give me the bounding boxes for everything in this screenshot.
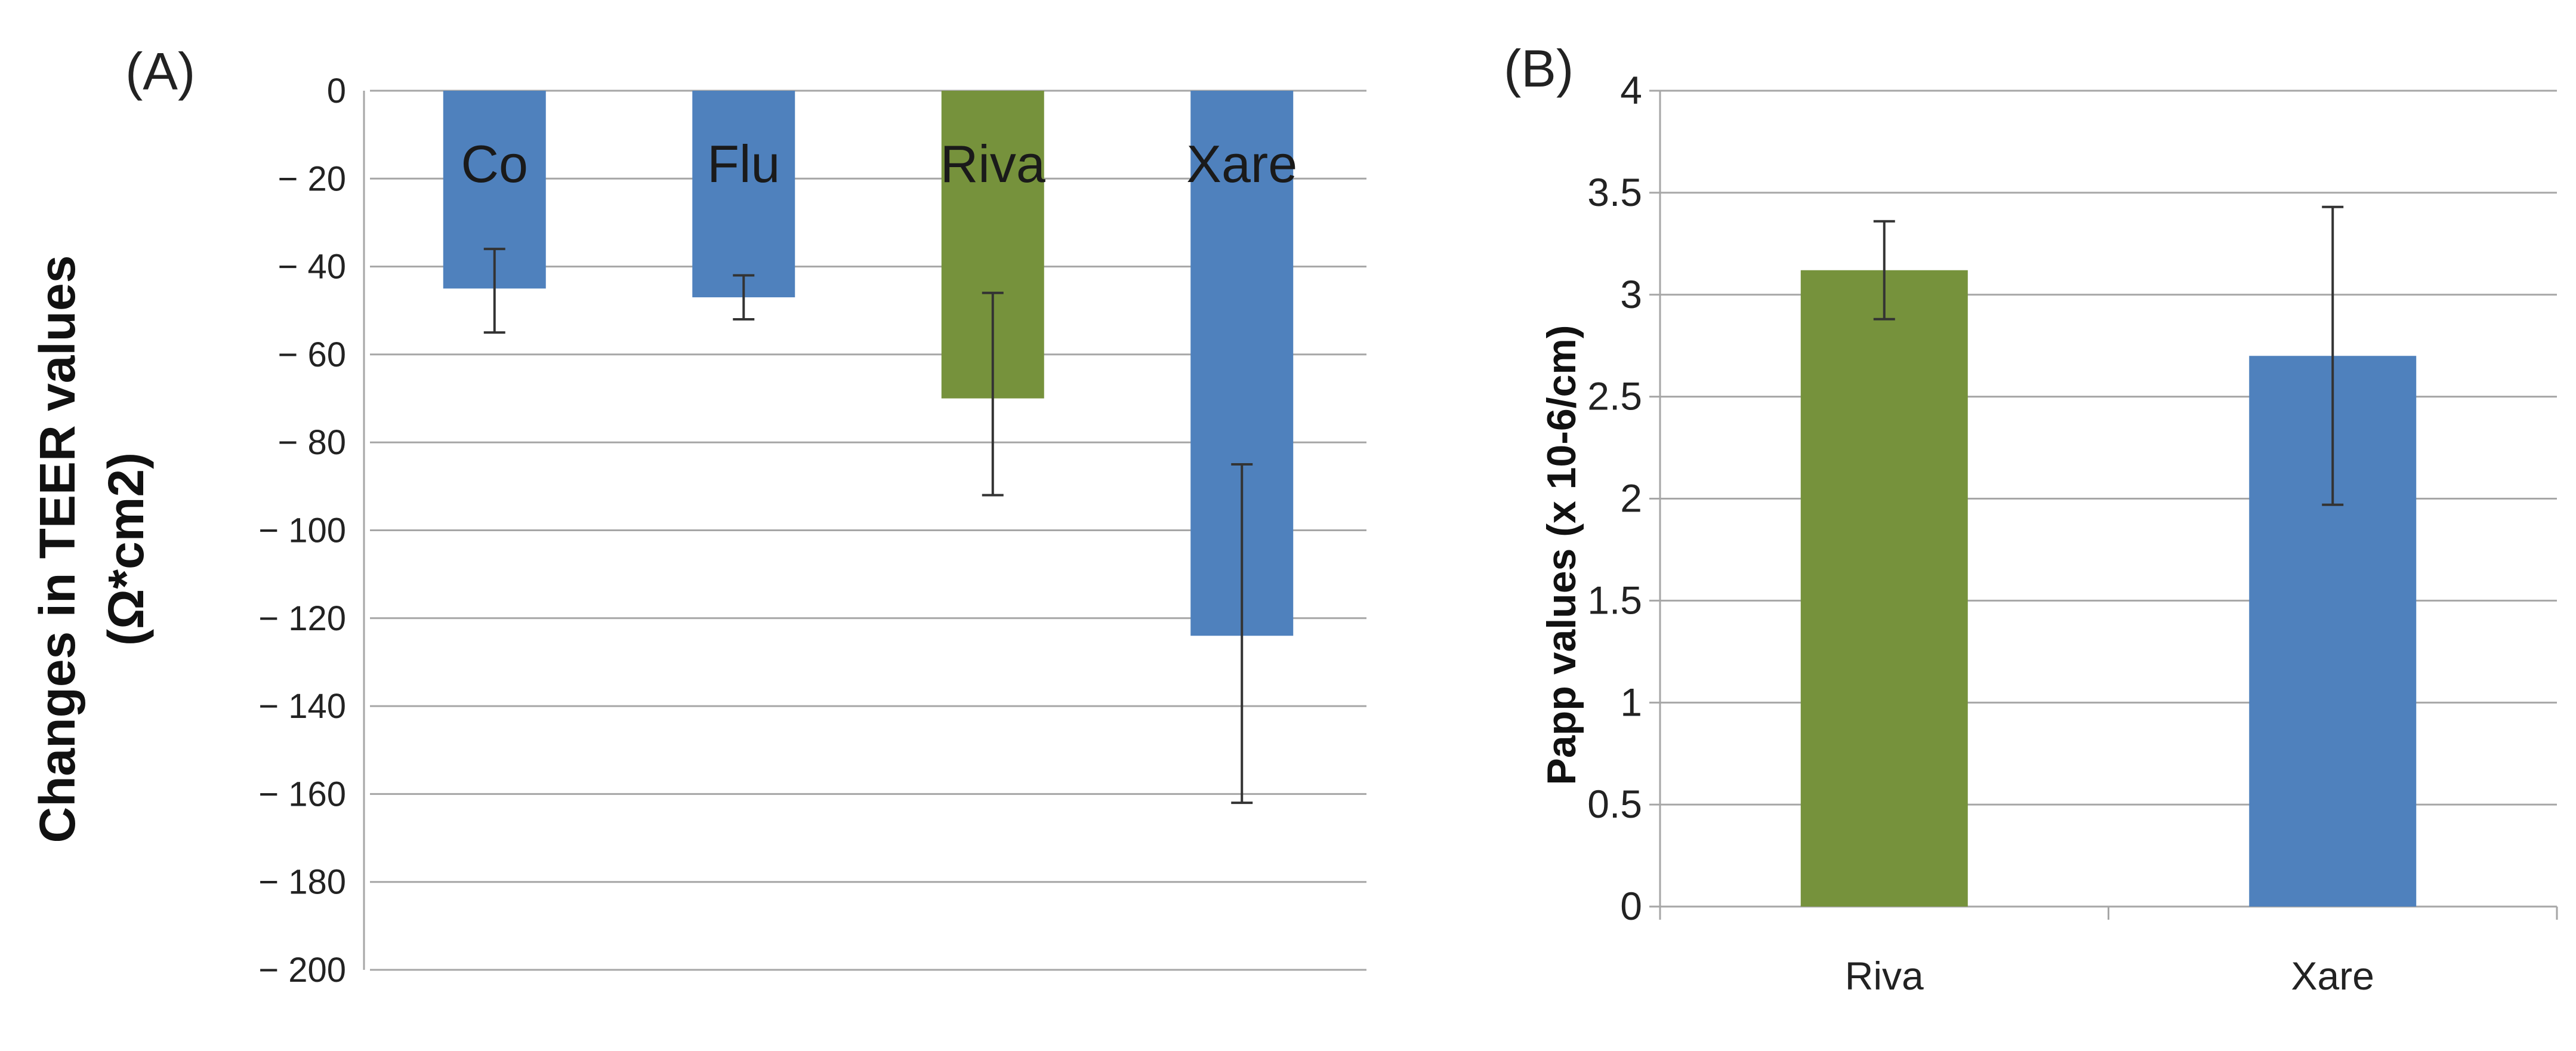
y-tick-label-a: − 40 (278, 248, 347, 286)
y-tick-label-b: 3.5 (1587, 170, 1642, 214)
y-tick-label-b: 1.5 (1587, 578, 1642, 622)
error-bar-b-xare (2322, 205, 2344, 506)
y-tick-label-a: − 120 (258, 599, 346, 638)
y-tick-label-b: 1 (1620, 680, 1642, 724)
y-tick-label-a: − 200 (258, 951, 346, 990)
category-label-a-riva: Riva (940, 134, 1045, 193)
y-tick-label-a: 0 (327, 72, 346, 110)
y-tick-label-b: 0.5 (1587, 782, 1642, 826)
error-bar-a-xare (1231, 463, 1253, 805)
y-axis-title-b: Papp values (x 10-6/cm) (1539, 325, 1584, 785)
y-tick-label-b: 2.5 (1587, 374, 1642, 418)
bar-a-flu (692, 91, 795, 298)
category-label-b-xare: Xare (2291, 954, 2374, 998)
panel-label-a: (A) (125, 42, 195, 101)
y-tick-label-a: − 180 (258, 863, 346, 902)
y-axis-title-a-line2: (Ω*cm2) (98, 452, 154, 646)
y-axis-title-a-line1: Changes in TEER values (29, 255, 85, 843)
y-tick-label-a: − 160 (258, 775, 346, 813)
y-axis-title-a: Changes in TEER values (Ω*cm2) (29, 255, 154, 843)
error-bar-a-flu (733, 274, 755, 320)
y-tick-label-a: − 80 (278, 423, 347, 462)
category-label-a-flu: Flu (707, 134, 780, 193)
category-label-b-riva: Riva (1845, 954, 1924, 998)
category-label-a-xare: Xare (1186, 134, 1297, 193)
error-bar-a-co (483, 248, 505, 334)
chart-a: (A) Changes in TEER values (Ω*cm2) 0 − 20… (29, 42, 1366, 990)
panel-label-b: (B) (1504, 39, 1574, 98)
y-tick-label-a: − 100 (258, 511, 346, 550)
y-tick-label-a: − 140 (258, 687, 346, 726)
y-tick-label-a: − 60 (278, 335, 347, 374)
y-tick-label-b: 4 (1620, 68, 1642, 112)
category-label-a-co: Co (461, 134, 529, 193)
error-bar-a-riva (982, 291, 1004, 497)
chart-b: (B) Papp values (x 10-6/cm) 0 0.5 1 1.5 2 2.5… (1504, 39, 2558, 998)
y-tick-label-b: 2 (1620, 476, 1642, 520)
y-tick-label-b: 0 (1620, 884, 1642, 928)
y-tick-label-a: − 20 (278, 159, 347, 198)
bar-b-riva (1800, 270, 1968, 907)
error-bar-b-riva (1873, 220, 1895, 320)
y-tick-label-b: 3 (1620, 272, 1642, 316)
